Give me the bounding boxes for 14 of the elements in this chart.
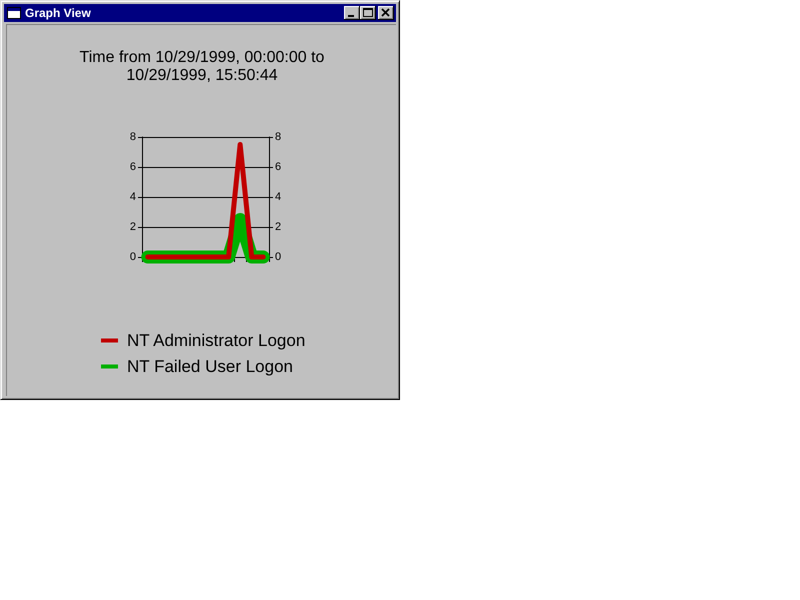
y2-tick-label: 2 <box>275 221 282 233</box>
y2-tick-label: 0 <box>275 251 282 263</box>
y-tick-label: 2 <box>130 221 136 233</box>
y-tick-label: 4 <box>130 191 136 203</box>
y-tick-label: 0 <box>130 251 136 263</box>
legend-label: NT Administrator Logon <box>127 331 306 350</box>
y2-tick-label: 6 <box>275 161 282 173</box>
text: Graph View <box>25 5 91 22</box>
chart-title: Time from 10/29/1999, 00:00:00 to 10/29/1999, 15:50:44 <box>78 49 326 85</box>
y-tick-label: 6 <box>130 161 136 173</box>
y-tick-label: 8 <box>130 131 136 143</box>
y2-tick-label: 4 <box>275 191 282 203</box>
y2-tick-label: 8 <box>275 131 282 143</box>
legend-label: NT Failed User Logon <box>127 357 293 376</box>
